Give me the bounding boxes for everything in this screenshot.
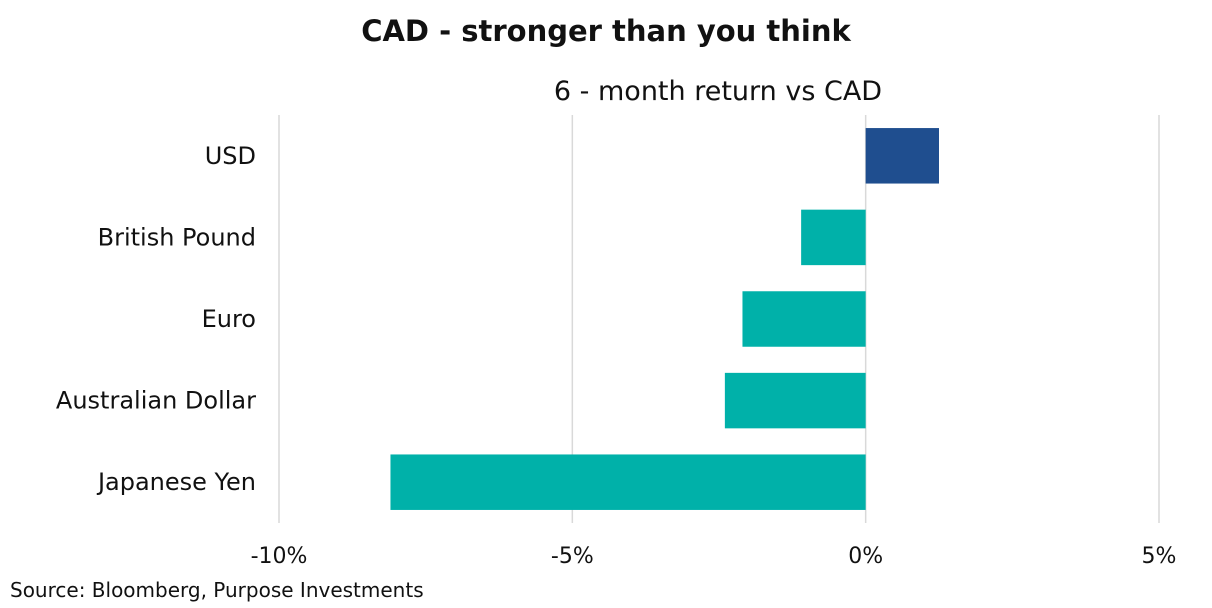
- bars: [390, 128, 939, 510]
- bar: [724, 372, 866, 429]
- chart-title: CAD - stronger than you think: [361, 14, 851, 48]
- x-tick-label: 0%: [848, 544, 883, 569]
- category-label: British Pound: [98, 223, 256, 251]
- category-labels: USD British Pound Euro Australian Dollar Jap…: [56, 142, 256, 496]
- bar: [865, 128, 939, 184]
- x-tick-label: -10%: [251, 544, 308, 569]
- bar: [801, 209, 866, 266]
- source-note: Source: Bloomberg, Purpose Investments: [10, 578, 424, 602]
- x-tick-label: -5%: [551, 544, 594, 569]
- category-label: Japanese Yen: [96, 468, 256, 496]
- x-tick-label: 5%: [1142, 544, 1177, 569]
- category-label: Euro: [202, 305, 256, 333]
- x-tick-labels: -10% -5% 0% 5%: [251, 544, 1177, 569]
- bar: [390, 454, 866, 510]
- bar: [742, 291, 866, 347]
- category-label: Australian Dollar: [56, 387, 256, 415]
- chart-subtitle: 6 - month return vs CAD: [553, 76, 883, 107]
- category-label: USD: [205, 142, 256, 170]
